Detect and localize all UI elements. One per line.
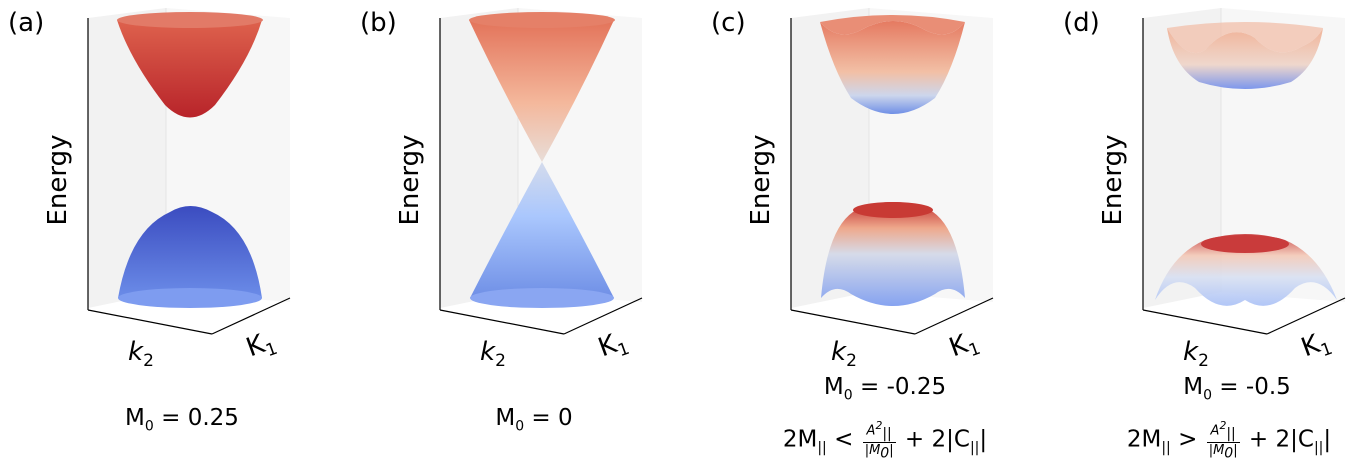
surface-shape: Energy — [395, 134, 425, 225]
panel-a: (a) Energy k2 — [0, 0, 342, 470]
upper-band-surface — [820, 21, 965, 114]
lower-band-surface — [821, 202, 965, 306]
panel-label: (d) — [1063, 8, 1100, 38]
panel-d: (d) Energy k2 — [1055, 0, 1367, 470]
panel-label: (b) — [360, 8, 397, 38]
panel-label: (c) — [711, 8, 746, 38]
surface-shape — [118, 288, 262, 308]
surface-shape: Energy — [746, 134, 776, 225]
condition-formula: 2M|| > A2|| |M0| + 2|C||| — [1126, 419, 1332, 462]
surface-shape — [211, 297, 291, 335]
mass-caption: M0 = 0 — [495, 405, 573, 435]
panel-label: (a) — [8, 8, 45, 38]
surface-shape: Energy — [1098, 134, 1128, 225]
surface-shape: k2 — [831, 337, 857, 371]
surface-shape — [1143, 8, 1221, 308]
lower-cone-surface — [470, 162, 614, 298]
surface-shape: k — [1183, 337, 1199, 367]
upper-band-surface — [117, 15, 262, 118]
surface-shape: K1 — [945, 326, 983, 367]
upper-cone-surface — [469, 15, 614, 162]
zlabel: Energy — [43, 134, 73, 225]
surface-shape — [563, 297, 643, 335]
surface-shape: K1 — [594, 326, 632, 367]
surface-shape — [1142, 309, 1268, 335]
surface-plot: Energy k2 K1 — [43, 8, 291, 371]
surface-shape: k — [128, 337, 144, 367]
xlabel-k1: K1 — [242, 326, 280, 367]
surface-shape — [439, 309, 565, 335]
mass-caption: M0 = -0.5 — [1183, 374, 1291, 404]
surface-shape: Energy — [1098, 134, 1128, 225]
xlabel-k2: k2 — [128, 337, 154, 371]
surface-shape: k — [480, 337, 496, 367]
surface-plot: Energy k2 K1 — [395, 8, 643, 371]
surface-shape — [469, 12, 615, 28]
surface-plot: Energy k2 K1 — [1098, 8, 1346, 371]
panel-b: (b) Energy k2 — [352, 0, 694, 470]
surface-shape: K1 — [1297, 326, 1335, 367]
surface-shape: k2 — [1183, 337, 1209, 371]
mass-caption: M0 = 0.25 — [125, 405, 239, 435]
surface-shape — [914, 297, 994, 335]
surface-shape — [470, 288, 614, 308]
lower-band-surface — [1155, 234, 1337, 306]
surface-shape: 2 — [1198, 351, 1209, 371]
surface-shape: Energy — [746, 134, 776, 225]
surface-shape — [820, 15, 965, 35]
condition-formula: 2M|| < A2|| |M0| + 2|C||| — [782, 419, 988, 462]
surface-shape: Energy — [43, 134, 73, 225]
panel-c: (c) Energy — [703, 0, 1045, 470]
surface-shape — [853, 202, 933, 218]
surface-shape: Energy — [395, 134, 425, 225]
surface-shape: k — [831, 337, 847, 367]
surface-shape — [1201, 235, 1289, 253]
surface-shape: 2 — [143, 351, 154, 371]
surface-shape — [117, 12, 263, 28]
surface-plot: Energy k2 K1 — [746, 8, 994, 371]
mass-caption: M0 = -0.25 — [823, 374, 947, 404]
surface-shape — [790, 309, 916, 335]
surface-shape — [1167, 22, 1323, 54]
surface-shape: 2 — [846, 351, 857, 371]
surface-shape — [87, 309, 213, 335]
surface-shape: k2 — [480, 337, 506, 371]
surface-shape — [440, 8, 518, 308]
surface-shape — [1266, 297, 1346, 335]
upper-band-surface — [1167, 28, 1323, 89]
lower-band-surface — [118, 206, 262, 298]
surface-shape: 2 — [495, 351, 506, 371]
